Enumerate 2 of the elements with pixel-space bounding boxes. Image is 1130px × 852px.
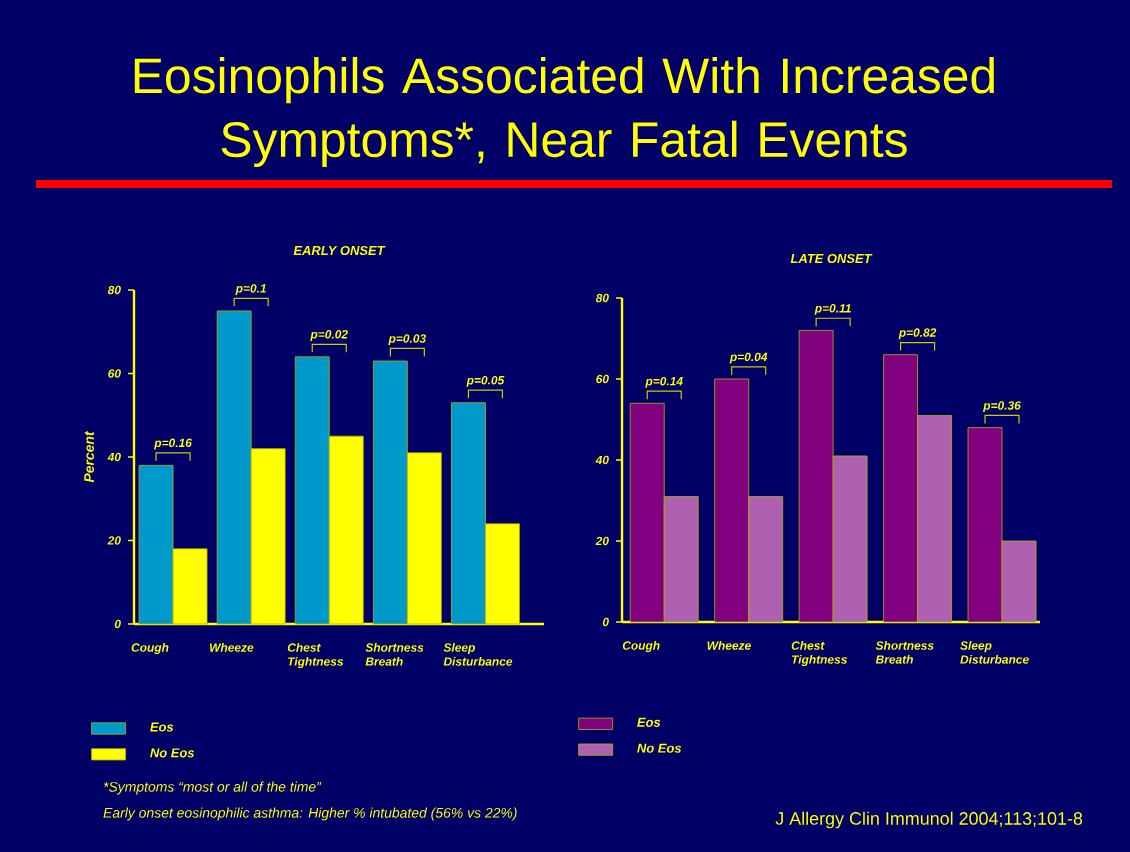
- text: Eosinophils Associated With Increased Symptoms*, Near Fatal Events: [134, 56, 994, 168]
- text: J Allergy Clin Immunol 2004;113;101-8: [775, 811, 1083, 829]
